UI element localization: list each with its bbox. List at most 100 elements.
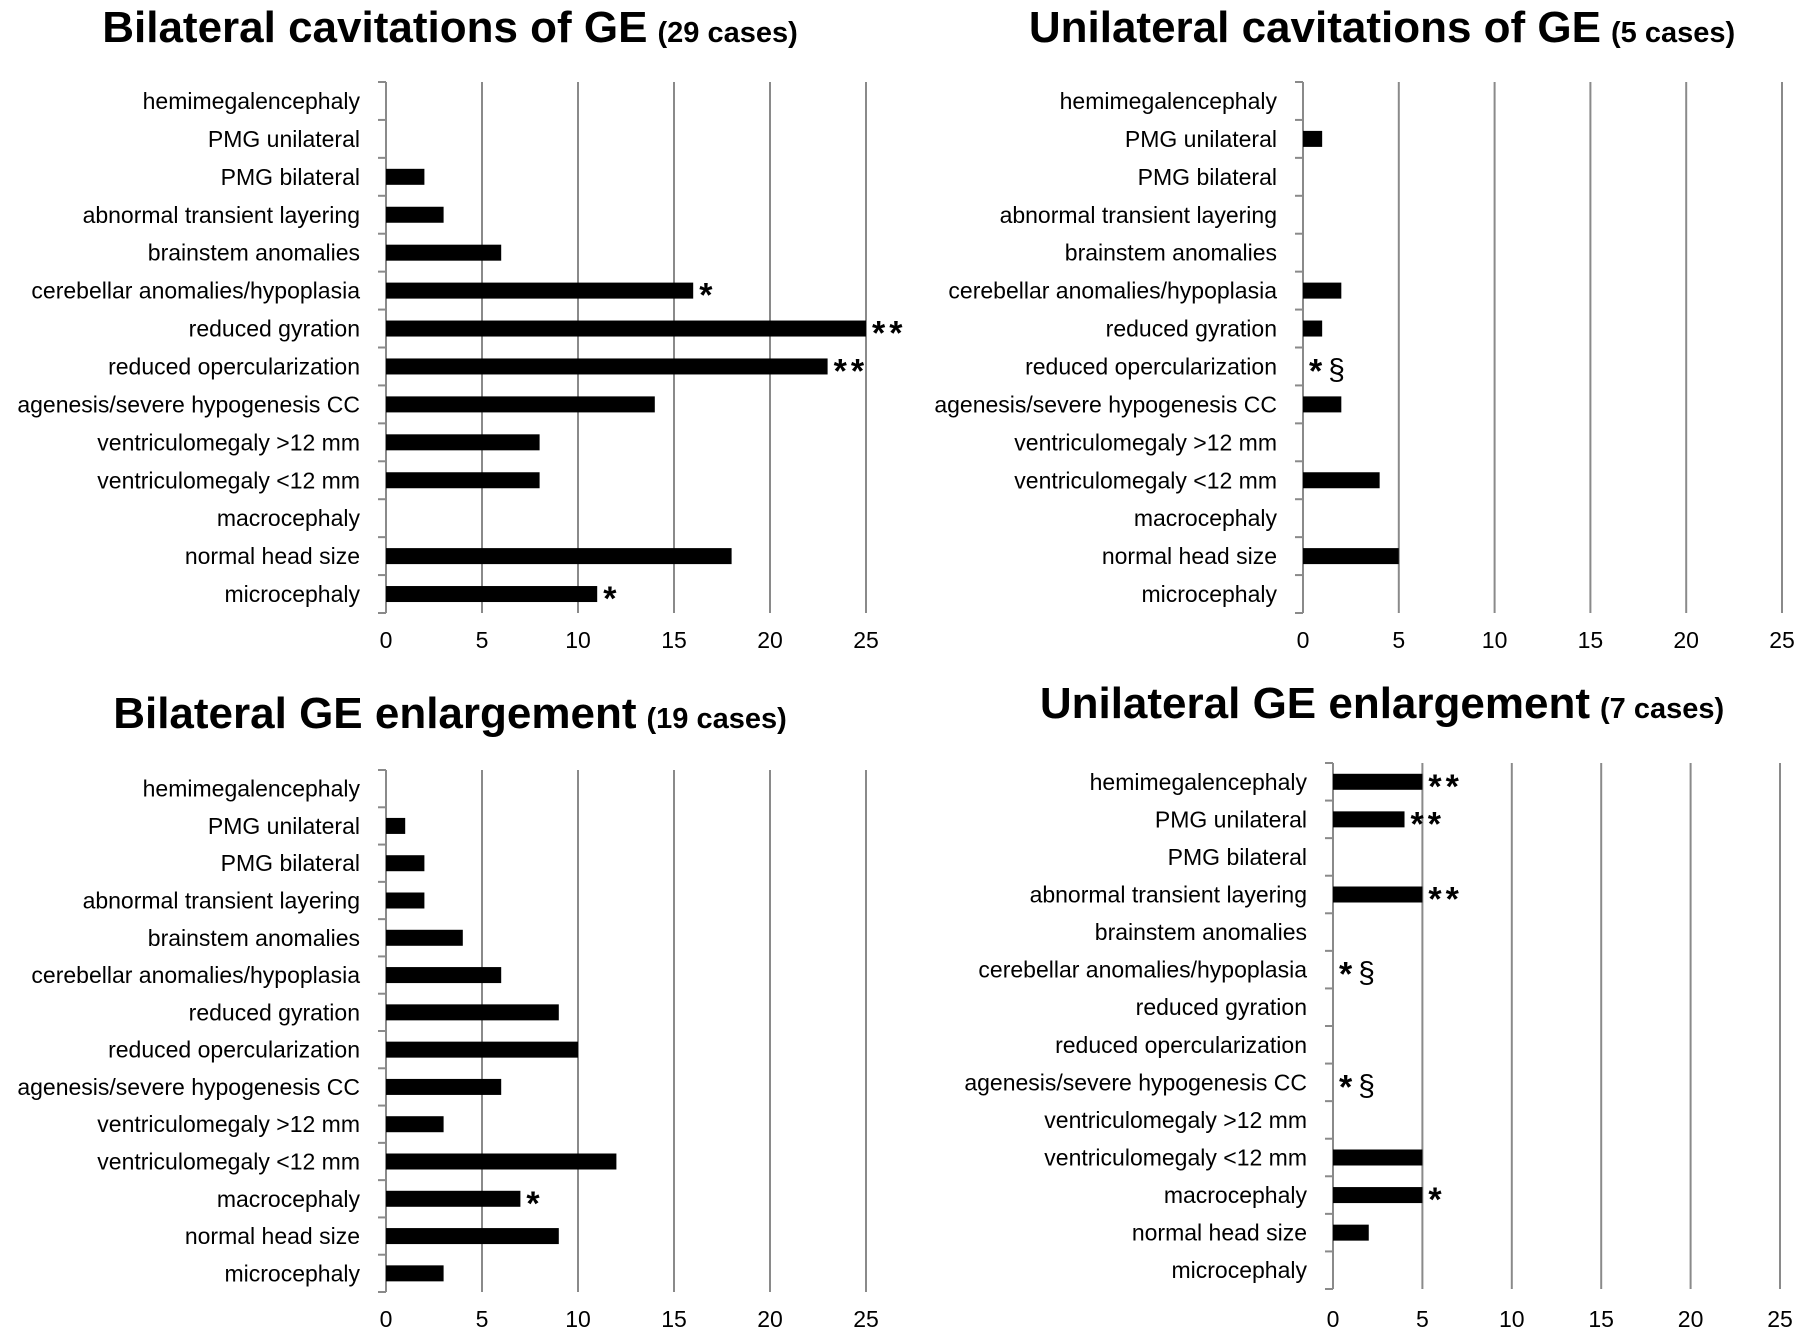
category-label: ventriculomegaly >12 mm [97,429,360,455]
significance-annotation: * [1428,1181,1445,1219]
category-label: ventriculomegaly >12 mm [1044,1107,1307,1133]
x-tick-label: 20 [1673,627,1699,653]
chart-panel-1: Bilateral cavitations of GE (29 cases) 0 5 1… [17,3,906,653]
category-label: microcephaly [1172,1257,1308,1283]
x-tick-label: 25 [1769,627,1795,653]
x-tick-label: 5 [476,627,489,653]
category-label: cerebellar anomalies/hypoplasia [31,278,360,304]
category-label: normal head size [185,1223,360,1249]
category-label: reduced gyration [189,999,360,1025]
annotation-stars: ** [872,315,906,353]
panel-title: Bilateral GE enlargement (19 cases) [113,689,787,738]
significance-annotation: *§ [1339,956,1375,994]
bar [386,1004,559,1021]
annotation-stars: * [1339,1068,1356,1106]
bar [386,472,540,489]
bar [386,1116,444,1133]
category-label: ventriculomegaly <12 mm [1014,467,1277,493]
significance-annotation: * [603,580,620,618]
x-tick-label: 5 [1392,627,1405,653]
bar [386,434,540,451]
category-label: PMG bilateral [221,850,360,876]
bar [386,206,444,223]
category-label: cerebellar anomalies/hypoplasia [948,278,1277,304]
category-label: ventriculomegaly <12 mm [1044,1145,1307,1171]
category-label: agenesis/severe hypogenesis CC [17,391,360,417]
annotation-section: § [1358,1069,1375,1102]
category-label: hemimegalencephaly [143,776,361,802]
category-label: ventriculomegaly <12 mm [97,1149,360,1175]
category-label: macrocephaly [217,505,361,531]
category-label: microcephaly [1142,581,1278,607]
category-label: reduced opercularization [108,1037,360,1063]
bar [386,892,425,909]
bar [386,967,502,984]
annotation-stars: ** [1411,805,1445,843]
category-label: normal head size [1132,1220,1307,1246]
category-label: brainstem anomalies [148,925,360,951]
significance-annotation: *§ [1309,352,1345,390]
x-tick-label: 15 [1588,1306,1614,1332]
annotation-stars: ** [1428,768,1462,806]
category-label: hemimegalencephaly [1060,88,1278,114]
bar [1333,773,1423,790]
category-label: normal head size [1102,543,1277,569]
x-tick-label: 5 [1416,1306,1429,1332]
bar [1303,130,1323,147]
annotation-stars: ** [1428,881,1462,919]
chart-panel-2: Unilateral cavitations of GE (5 cases) 0 5 1… [934,3,1794,653]
bar [1303,472,1380,489]
category-label: PMG bilateral [1168,844,1307,870]
x-tick-label: 0 [1327,1306,1340,1332]
category-label: PMG unilateral [1125,126,1277,152]
category-label: normal head size [185,543,360,569]
x-tick-label: 25 [1767,1306,1793,1332]
annotation-stars: * [699,277,716,315]
category-label: ventriculomegaly >12 mm [97,1111,360,1137]
bar [1303,282,1342,299]
category-label: abnormal transient layering [1030,882,1307,908]
x-tick-label: 10 [1482,627,1508,653]
panel-title-subtitle: (19 cases) [647,703,787,735]
category-label: hemimegalencephaly [1090,769,1308,795]
bar [386,1153,617,1170]
bar [386,358,828,375]
category-label: reduced opercularization [108,353,360,379]
panel-title-main: Unilateral cavitations of GE [1029,3,1601,52]
bar [386,168,425,185]
bar [386,548,732,565]
bar [1303,320,1323,337]
category-label: reduced gyration [1136,994,1307,1020]
panel-title-subtitle: (7 cases) [1600,693,1724,725]
category-label: PMG unilateral [208,813,360,839]
panel-title-subtitle: (5 cases) [1611,17,1735,49]
category-label: agenesis/severe hypogenesis CC [934,391,1277,417]
significance-annotation: * [526,1185,543,1223]
category-label: brainstem anomalies [1095,919,1307,945]
category-label: microcephaly [225,1260,361,1286]
significance-annotation: ** [872,315,906,353]
panel-title: Unilateral GE enlargement (7 cases) [1040,679,1724,728]
bar [1333,1187,1423,1204]
category-label: ventriculomegaly >12 mm [1014,429,1277,455]
category-label: brainstem anomalies [148,240,360,266]
bar [386,244,502,261]
category-label: PMG unilateral [208,126,360,152]
x-tick-label: 5 [476,1306,489,1332]
category-label: macrocephaly [1164,1182,1308,1208]
x-tick-label: 0 [1297,627,1310,653]
x-tick-label: 10 [565,627,591,653]
category-label: agenesis/severe hypogenesis CC [964,1069,1307,1095]
category-label: reduced gyration [1106,316,1277,342]
bar [386,1041,578,1058]
bar [1333,1224,1369,1241]
category-label: reduced opercularization [1055,1032,1307,1058]
significance-annotation: * [699,277,716,315]
x-tick-label: 25 [853,627,879,653]
bar [386,855,425,872]
significance-annotation: ** [1411,805,1445,843]
annotation-stars: ** [834,352,868,390]
bar [386,817,406,834]
bar [386,320,866,337]
x-tick-label: 20 [1678,1306,1704,1332]
